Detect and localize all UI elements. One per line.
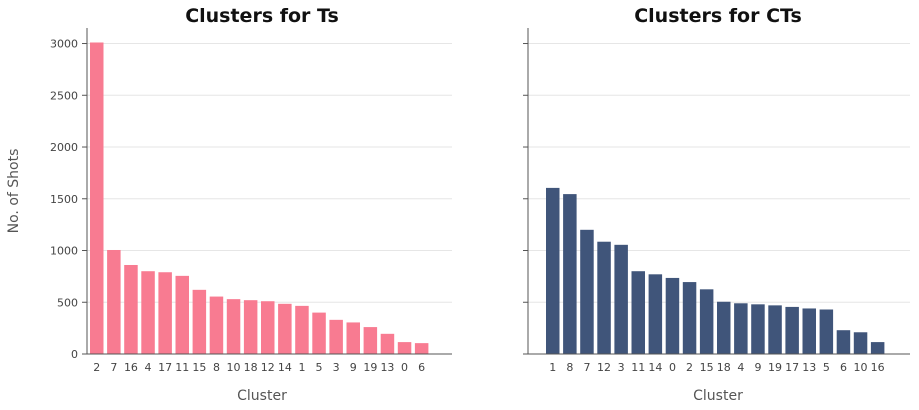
x-tick-label: 18 — [244, 361, 258, 374]
x-tick-label: 14 — [648, 361, 662, 374]
bar — [141, 271, 155, 354]
x-tick-label: 1 — [298, 361, 305, 374]
bar — [209, 296, 224, 354]
bar — [580, 229, 594, 354]
bar — [243, 300, 258, 354]
x-tick-label: 10 — [854, 361, 868, 374]
x-tick-label: 7 — [110, 361, 117, 374]
x-tick-label: 4 — [737, 361, 744, 374]
bar — [785, 306, 799, 354]
x-axis-label: Cluster — [693, 388, 743, 404]
y-axis-label: No. of Shots — [6, 149, 22, 234]
bar — [90, 42, 104, 354]
y-tick-label: 0 — [71, 348, 78, 361]
bar — [614, 244, 628, 354]
bar — [329, 319, 343, 354]
x-tick-label: 0 — [669, 361, 676, 374]
y-tick-label: 1000 — [50, 245, 78, 258]
bar — [870, 342, 885, 354]
bar — [699, 289, 714, 354]
x-tick-label: 5 — [823, 361, 830, 374]
bar — [648, 274, 663, 354]
y-tick-label: 2000 — [50, 141, 78, 154]
bar — [278, 303, 292, 354]
x-axis-label: Cluster — [237, 388, 287, 404]
x-tick-label: 12 — [261, 361, 275, 374]
chart-title: Clusters for CTs — [634, 5, 802, 27]
bar — [682, 282, 697, 354]
y-tick-label: 2500 — [50, 89, 78, 102]
bar — [546, 187, 560, 354]
x-tick-label: 17 — [158, 361, 172, 374]
x-tick-label: 13 — [380, 361, 394, 374]
x-tick-label: 1 — [549, 361, 556, 374]
bar — [158, 272, 172, 354]
x-tick-label: 6 — [840, 361, 847, 374]
bar — [802, 308, 816, 354]
x-tick-label: 16 — [124, 361, 138, 374]
x-tick-label: 7 — [583, 361, 590, 374]
x-tick-label: 2 — [686, 361, 693, 374]
bar — [853, 332, 868, 354]
bar — [380, 333, 395, 354]
bar — [346, 322, 360, 354]
x-tick-label: 15 — [700, 361, 714, 374]
chart-title: Clusters for Ts — [185, 5, 339, 27]
bar — [261, 301, 275, 354]
bar — [597, 241, 611, 354]
bar — [768, 305, 782, 354]
x-tick-label: 12 — [597, 361, 611, 374]
bar — [751, 304, 765, 354]
bar — [124, 264, 138, 354]
x-tick-label: 11 — [631, 361, 645, 374]
x-tick-label: 13 — [802, 361, 816, 374]
bar — [734, 303, 748, 354]
bar — [819, 309, 834, 354]
x-tick-label: 11 — [175, 361, 189, 374]
y-tick-label: 1500 — [50, 193, 78, 206]
bar — [312, 312, 326, 354]
x-tick-label: 5 — [316, 361, 323, 374]
y-tick-label: 3000 — [50, 38, 78, 51]
bar — [563, 194, 577, 354]
x-tick-label: 6 — [418, 361, 425, 374]
x-tick-label: 3 — [333, 361, 340, 374]
x-tick-label: 3 — [618, 361, 625, 374]
x-tick-label: 8 — [566, 361, 573, 374]
x-tick-label: 9 — [350, 361, 357, 374]
x-tick-label: 10 — [227, 361, 241, 374]
bar — [717, 301, 731, 354]
x-tick-label: 4 — [145, 361, 152, 374]
x-tick-label: 0 — [401, 361, 408, 374]
bar — [226, 299, 241, 354]
bar — [295, 305, 309, 354]
x-tick-label: 14 — [278, 361, 292, 374]
bar — [836, 330, 851, 354]
bar — [107, 249, 121, 354]
x-tick-label: 16 — [871, 361, 885, 374]
bar — [363, 327, 378, 354]
y-tick-label: 500 — [57, 296, 78, 309]
x-tick-label: 17 — [785, 361, 799, 374]
x-tick-label: 9 — [754, 361, 761, 374]
bar — [631, 271, 645, 354]
bar — [665, 277, 680, 354]
bar — [397, 342, 412, 354]
chart-cts: 1 8 7 12 3 11 14 0 2 15 18 4 9 19 17 13 5 6 10 16 Clusters … — [523, 5, 910, 404]
bar — [192, 289, 207, 354]
x-tick-label: 19 — [768, 361, 782, 374]
bar — [175, 275, 189, 354]
x-tick-label: 2 — [93, 361, 100, 374]
x-tick-label: 18 — [717, 361, 731, 374]
x-tick-label: 19 — [363, 361, 377, 374]
x-tick-label: 15 — [192, 361, 206, 374]
bar — [414, 343, 429, 354]
x-tick-label: 8 — [213, 361, 220, 374]
